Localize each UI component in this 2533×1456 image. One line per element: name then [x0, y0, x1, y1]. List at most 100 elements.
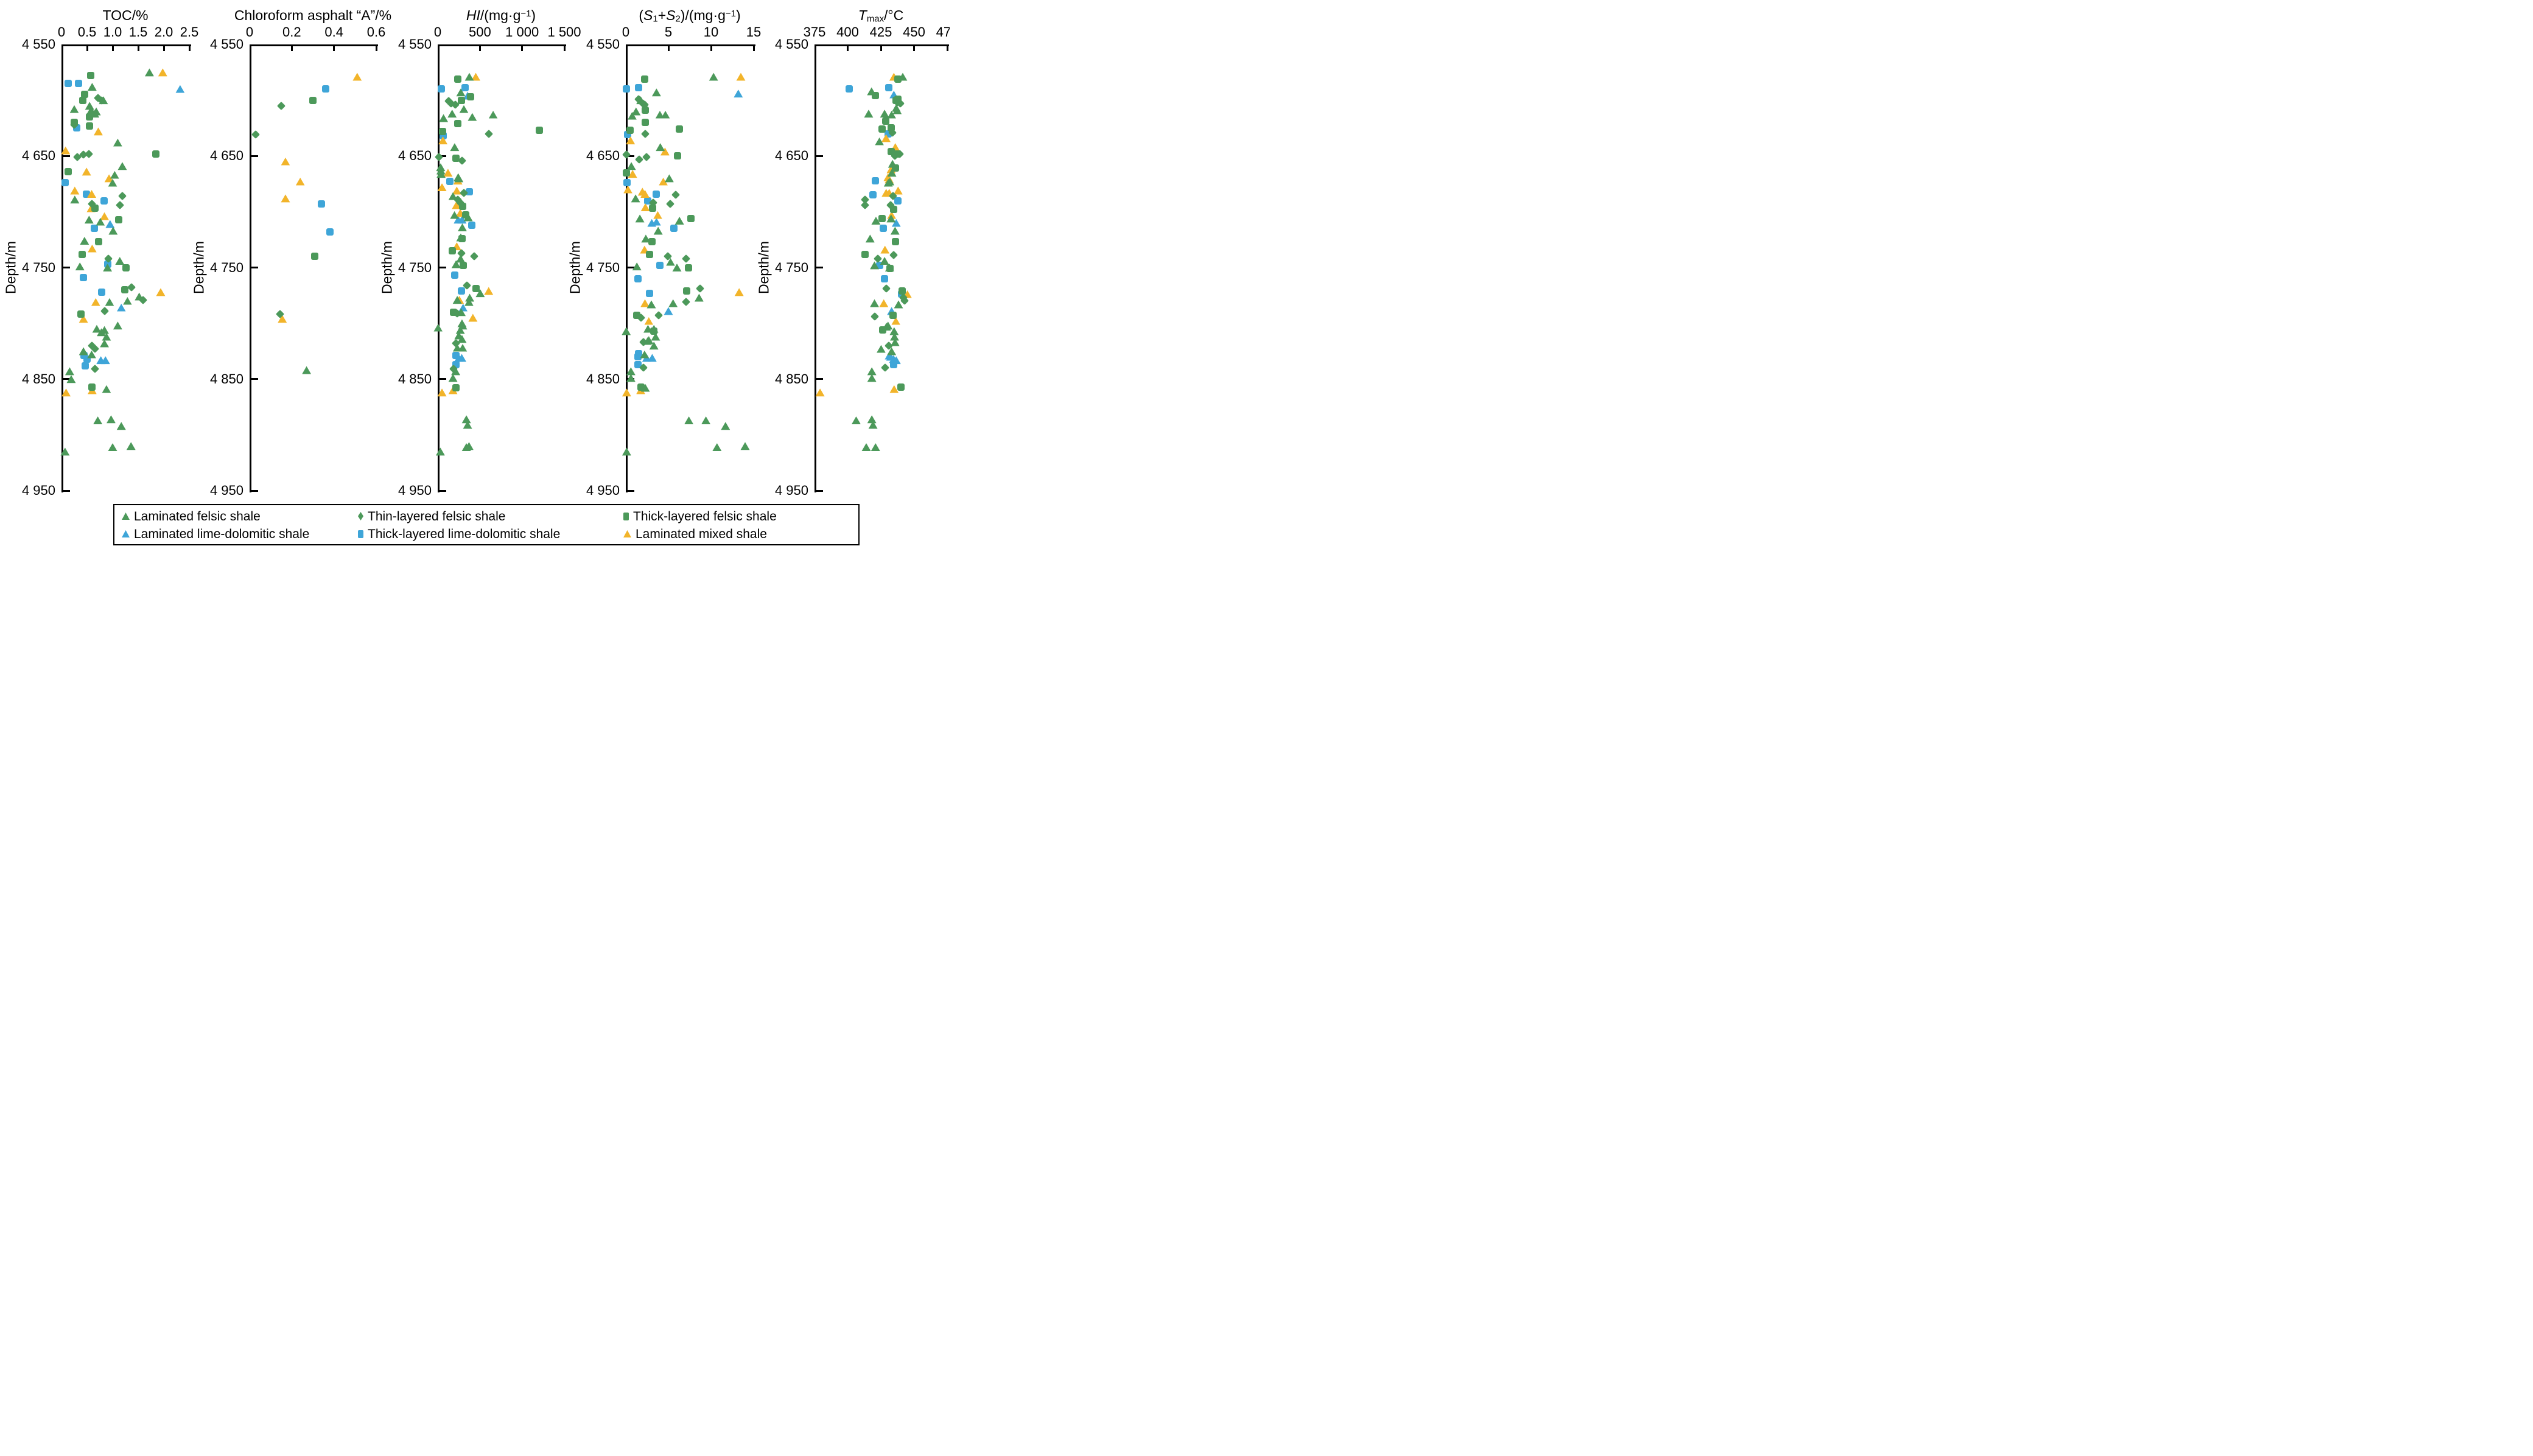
- data-point-laminated_felsic: [867, 87, 877, 96]
- data-point-laminated_felsic: [122, 296, 132, 305]
- depth-tick-mark: [440, 378, 446, 380]
- depth-tick-mark: [63, 378, 70, 380]
- data-point-laminated_felsic: [468, 113, 477, 121]
- depth-tick-label: 4 850: [774, 371, 808, 387]
- depth-tick-label: 4 650: [398, 148, 432, 164]
- data-point-thick_layered_felsic: [889, 312, 897, 320]
- legend-marker-square-icon: [358, 530, 363, 538]
- depth-tick-label: 4 950: [586, 483, 620, 498]
- y-axis-line: [61, 44, 63, 492]
- data-point-laminated_felsic: [694, 293, 704, 302]
- x-tick-mark: [847, 44, 849, 51]
- data-point-thick_layered_felsic: [637, 383, 645, 391]
- x-tick-label: 0: [622, 24, 630, 40]
- data-point-thick_layered_felsic: [88, 383, 96, 391]
- data-point-thick_layered_felsic: [79, 250, 86, 258]
- data-point-laminated_felsic: [864, 110, 874, 118]
- data-point-laminated_mixed: [156, 288, 166, 296]
- x-tick-label: 0.6: [366, 24, 386, 40]
- depth-tick-mark: [440, 155, 446, 157]
- data-point-thin_layered_felsic: [870, 312, 879, 321]
- depth-tick-label: 4 850: [586, 371, 620, 387]
- data-point-thick_layered_felsic: [622, 169, 630, 177]
- depth-tick-label: 4 950: [21, 483, 55, 498]
- axis-title-s1s2: (S1+S2)/(mg·g−1): [639, 9, 740, 24]
- data-point-laminated_felsic: [84, 215, 94, 224]
- data-point-thick_layered_lime_dolomitic: [846, 85, 853, 93]
- x-tick-mark: [188, 44, 191, 51]
- data-point-laminated_mixed: [91, 298, 100, 306]
- depth-tick-label: 4 650: [586, 148, 620, 164]
- depth-tick-label: 4 750: [398, 259, 432, 275]
- data-point-thick_layered_felsic: [897, 383, 905, 391]
- depth-axis-title: Depth/m: [2, 241, 19, 294]
- data-point-thin_layered_felsic: [671, 191, 680, 200]
- data-point-laminated_felsic: [626, 162, 636, 170]
- data-point-thick_layered_felsic: [861, 250, 869, 258]
- data-point-laminated_felsic: [110, 170, 119, 179]
- data-point-laminated_felsic: [721, 422, 730, 430]
- x-axis-line: [815, 44, 949, 46]
- data-point-laminated_felsic: [664, 174, 674, 183]
- data-point-thick_layered_felsic: [466, 93, 474, 101]
- depth-axis-title: Depth/m: [755, 241, 772, 294]
- depth-tick-label: 4 750: [774, 259, 808, 275]
- x-tick-label: 0: [245, 24, 254, 40]
- data-point-laminated_felsic: [302, 366, 312, 374]
- data-point-laminated_felsic: [93, 416, 103, 425]
- depth-axis-title: Depth/m: [567, 241, 583, 294]
- data-point-laminated_felsic: [113, 138, 122, 147]
- legend-item-laminated_mixed: Laminated mixed shale: [623, 527, 767, 541]
- data-point-laminated_mixed: [644, 317, 654, 325]
- data-point-thick_layered_lime_dolomitic: [885, 84, 893, 92]
- title-segment: /°C: [884, 7, 904, 23]
- data-point-thick_layered_lime_dolomitic: [317, 200, 325, 208]
- data-point-laminated_felsic: [851, 416, 861, 425]
- depth-tick-mark: [440, 489, 446, 492]
- data-point-laminated_felsic: [108, 443, 117, 452]
- axis-title-toc: TOC/%: [103, 9, 149, 23]
- data-point-laminated_mixed: [880, 245, 890, 254]
- data-point-thin_layered_felsic: [654, 311, 663, 320]
- x-tick-label: 1 000: [505, 24, 539, 40]
- data-point-laminated_mixed: [736, 72, 746, 81]
- data-point-laminated_mixed: [281, 157, 290, 166]
- data-point-laminated_felsic: [457, 223, 467, 232]
- data-point-thick_layered_lime_dolomitic: [634, 353, 642, 361]
- data-point-thick_layered_felsic: [646, 250, 654, 258]
- depth-axis-title: Depth/m: [379, 241, 395, 294]
- data-point-laminated_felsic: [646, 300, 656, 309]
- data-point-thick_layered_lime_dolomitic: [652, 190, 660, 198]
- legend-item-laminated_lime_dolomitic: Laminated lime-dolomitic shale: [122, 527, 309, 541]
- x-axis-line: [626, 44, 755, 46]
- data-point-laminated_lime_dolomitic: [105, 220, 115, 228]
- data-point-laminated_felsic: [433, 323, 443, 332]
- data-point-thin_layered_felsic: [640, 129, 650, 138]
- x-tick-label: 1 500: [547, 24, 581, 40]
- title-segment: 1: [653, 13, 658, 24]
- data-point-thick_layered_lime_dolomitic: [880, 225, 888, 233]
- title-segment: HI: [466, 7, 480, 23]
- data-point-laminated_felsic: [113, 321, 122, 330]
- data-point-thick_layered_felsic: [122, 264, 130, 271]
- x-tick-label: 475: [936, 24, 950, 40]
- legend-marker-triangle-icon: [122, 513, 130, 520]
- data-point-thick_layered_felsic: [878, 214, 886, 222]
- data-point-thick_layered_felsic: [152, 150, 160, 158]
- depth-tick-label: 4 650: [209, 148, 243, 164]
- data-point-laminated_mixed: [281, 194, 290, 203]
- title-segment: +: [657, 7, 667, 23]
- data-point-thick_layered_lime_dolomitic: [74, 80, 82, 88]
- legend-marker-diamond-icon: [358, 512, 363, 520]
- data-point-thick_layered_felsic: [626, 127, 634, 135]
- data-point-laminated_felsic: [450, 143, 460, 152]
- data-point-laminated_lime_dolomitic: [647, 354, 657, 362]
- x-tick-label: 425: [869, 24, 892, 40]
- x-tick-mark: [752, 44, 755, 51]
- data-point-laminated_felsic: [709, 72, 718, 81]
- depth-axis-title: Depth/m: [191, 241, 207, 294]
- depth-tick-mark: [251, 489, 258, 492]
- data-point-thick_layered_felsic: [472, 285, 480, 293]
- data-point-thick_layered_lime_dolomitic: [656, 261, 664, 269]
- data-point-laminated_felsic: [668, 299, 678, 307]
